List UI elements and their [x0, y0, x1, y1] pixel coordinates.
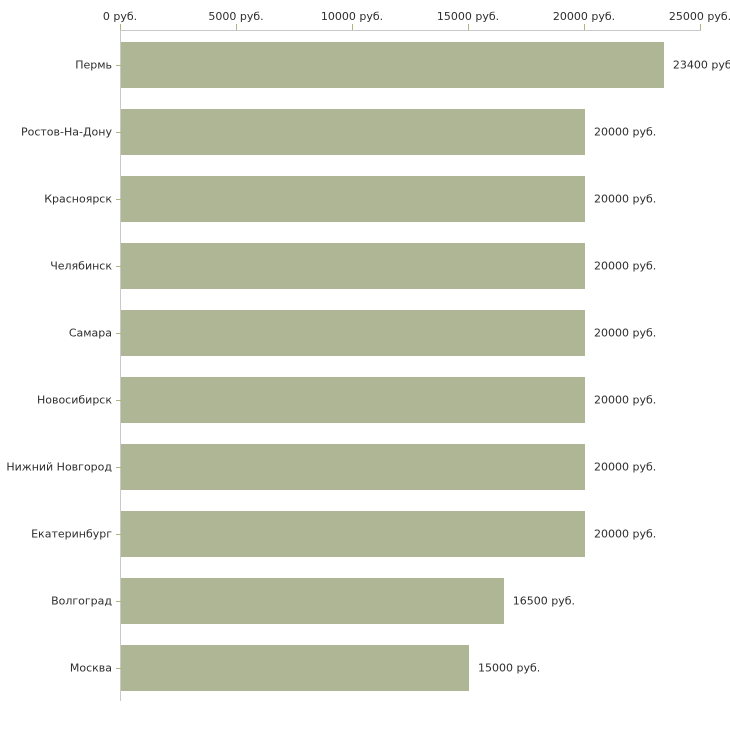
- bar: [121, 108, 585, 155]
- x-axis-tick-mark: [236, 24, 237, 30]
- x-axis-tick-label: 25000 руб.: [668, 10, 730, 23]
- category-tick: [116, 600, 121, 602]
- category-tick: [116, 667, 121, 669]
- x-axis-tick-label: 0 руб.: [102, 10, 138, 23]
- x-axis-tick-mark: [468, 24, 469, 30]
- category-label: Новосибирск: [36, 393, 112, 406]
- category-tick: [116, 332, 121, 334]
- category-label: Пермь: [75, 58, 112, 71]
- category-tick: [116, 64, 121, 66]
- category-label: Челябинск: [50, 259, 112, 272]
- category-tick: [116, 466, 121, 468]
- bar: [121, 510, 585, 557]
- category-tick: [116, 399, 121, 401]
- bar: [121, 376, 585, 423]
- plot-area: Пермь 23400 руб. Ростов-На-Дону 20000 руб. К…: [6, 30, 730, 701]
- x-axis: 0 руб. 5000 руб. 10000 руб. 15000 руб. 20000…: [103, 0, 730, 30]
- category-label: Самара: [68, 326, 112, 339]
- bar-row: Самара 20000 руб.: [69, 299, 701, 366]
- bar: [121, 242, 585, 289]
- value-label: 20000 руб.: [594, 326, 657, 339]
- bar-row: Челябинск 20000 руб.: [50, 232, 701, 299]
- bar-row: Волгоград 16500 руб.: [51, 567, 701, 634]
- category-tick: [116, 265, 121, 267]
- value-label: 20000 руб.: [594, 259, 657, 272]
- category-label: Ростов-На-Дону: [20, 125, 112, 138]
- x-axis-tick-label: 20000 руб.: [552, 10, 616, 23]
- bar-row: Новосибирск 20000 руб.: [37, 366, 701, 433]
- bar: [121, 41, 664, 88]
- value-label: 16500 руб.: [512, 594, 576, 607]
- bar-row: Красноярск 20000 руб.: [44, 165, 701, 232]
- value-label: 20000 руб.: [594, 460, 657, 473]
- bar: [121, 443, 585, 490]
- category-label: Москва: [69, 661, 112, 674]
- x-axis-tick-label: 5000 руб.: [208, 10, 264, 23]
- category-tick: [116, 533, 121, 535]
- value-label: 20000 руб.: [594, 527, 657, 540]
- value-label: 23400 руб.: [672, 58, 730, 71]
- category-label: Екатеринбург: [31, 527, 112, 540]
- category-tick: [116, 131, 121, 133]
- x-axis-tick-label: 10000 руб.: [320, 10, 384, 23]
- value-label: 20000 руб.: [594, 192, 657, 205]
- x-axis-tick-mark: [584, 24, 585, 30]
- bar-row: Нижний Новгород 20000 руб.: [6, 433, 701, 500]
- bar: [121, 309, 585, 356]
- bar: [121, 644, 469, 691]
- bar-row: Екатеринбург 20000 руб.: [31, 500, 701, 567]
- category-label: Красноярск: [44, 192, 112, 205]
- bar-row: Пермь 23400 руб.: [75, 31, 730, 98]
- bar-row: Ростов-На-Дону 20000 руб.: [21, 98, 701, 165]
- value-label: 20000 руб.: [594, 393, 657, 406]
- value-label: 20000 руб.: [594, 125, 657, 138]
- value-label: 15000 руб.: [478, 661, 541, 674]
- bar-row: Москва 15000 руб.: [70, 634, 701, 701]
- category-tick: [116, 198, 121, 200]
- x-axis-tick-mark: [700, 24, 701, 30]
- x-axis-tick-mark: [120, 24, 121, 30]
- category-label: Волгоград: [51, 594, 112, 607]
- category-label: Нижний Новгород: [6, 460, 112, 473]
- x-axis-tick-mark: [352, 24, 353, 30]
- bar: [121, 577, 504, 624]
- x-axis-tick-label: 15000 руб.: [436, 10, 500, 23]
- bar: [121, 175, 585, 222]
